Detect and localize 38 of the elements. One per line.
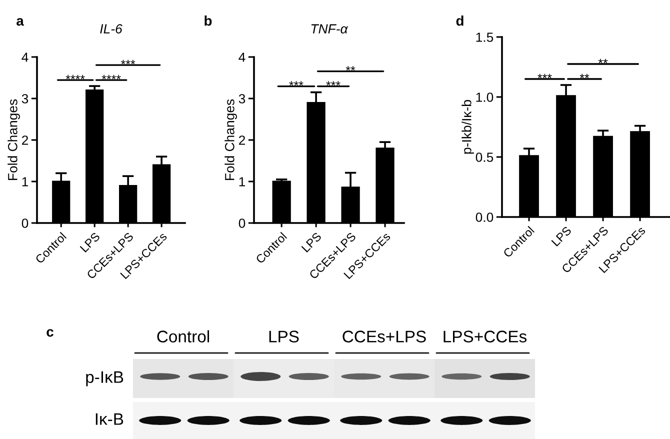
category-label: CCEs+LPS [342,330,426,342]
y-tick-label: 4 [22,52,28,62]
y-tick-label: 1.0 [476,92,494,102]
y-tick-label: 0.5 [476,152,494,162]
y-axis-title: Fold Changes [8,99,20,180]
category-label: LPS [269,330,299,342]
category-label: LPS+CCEs [444,330,527,342]
y-tick-label: 1 [22,177,28,186]
y-tick-label: 2 [238,136,246,145]
annotation: *** [289,81,304,86]
annotation: ** [346,66,356,71]
text: c [46,329,54,337]
category-label: Iκ-B [96,413,124,425]
y-tick-label: 3 [238,94,246,104]
annotation: *** [538,74,552,78]
annotation: **** [66,74,85,80]
text: a [16,18,24,26]
annotation: *** [120,60,136,64]
y-tick-label: 1 [239,177,246,186]
text: d [456,16,464,26]
y-axis-title: p-Ikb/Iκ-b [462,100,474,154]
y-tick-label: 1.5 [476,32,494,42]
y-tick-label: 3 [22,94,28,104]
category-label: p-IκB [86,371,124,386]
text: b [204,16,212,26]
annotation: ** [580,74,590,78]
annotation: ** [598,58,608,64]
y-tick-label: 4 [238,52,246,62]
annotation: **** [102,74,121,80]
category-label: Control [157,330,209,342]
y-tick-label: 0 [238,218,246,228]
y-tick-label: 0.0 [476,212,494,222]
y-tick-label: 2 [22,136,28,145]
chart-title: TNF-α [311,24,348,34]
chart-title: IL-6 [100,24,122,34]
y-axis-title: Fold Changes [224,99,237,180]
y-tick-label: 0 [22,218,28,228]
annotation: *** [326,81,340,86]
